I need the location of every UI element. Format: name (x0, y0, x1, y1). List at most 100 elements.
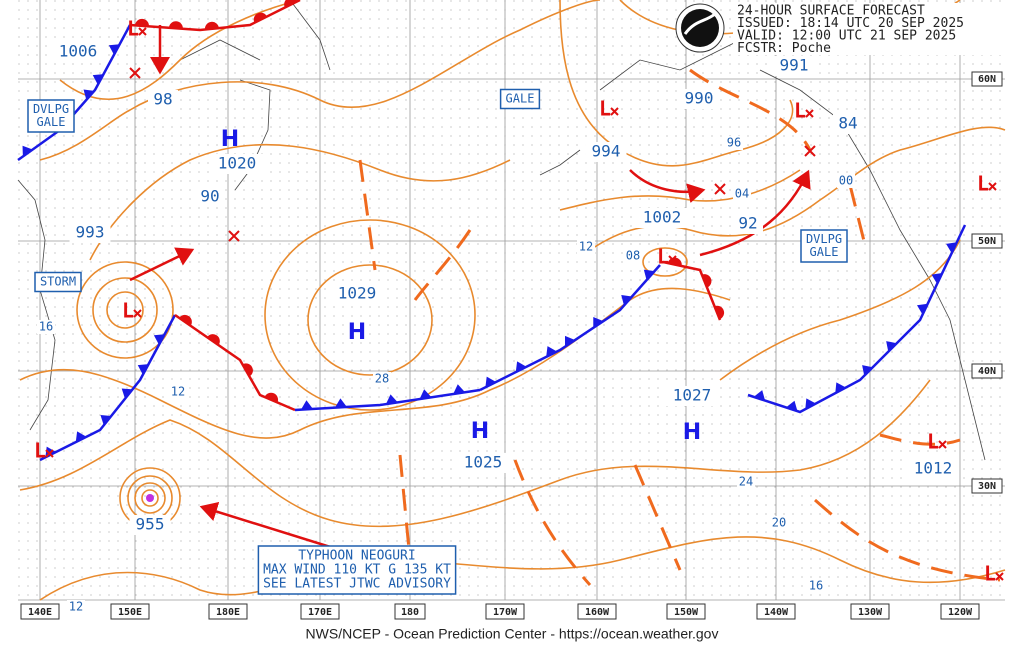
low-x (133, 309, 142, 318)
warning-text: STORM (40, 275, 76, 289)
troughs (358, 68, 1001, 586)
low-center: L (794, 99, 806, 123)
isobar-label: 12 (171, 385, 185, 399)
lat-label: 60N (978, 74, 996, 85)
lon-label-box (300, 603, 340, 620)
lat-label-box (971, 363, 1003, 379)
warm-front-barb (714, 305, 725, 320)
low-x (805, 109, 814, 118)
isobar-label: 08 (626, 249, 640, 263)
front-line (747, 224, 967, 414)
pressure-box-bg (195, 187, 225, 207)
header-line: FCSTR: Poche (737, 41, 831, 56)
typhoon-text: MAX WIND 110 KT G 135 KT (263, 563, 451, 578)
cold-front-barb (946, 242, 957, 254)
lon-label-box (756, 603, 796, 620)
pressure-box-bg (52, 42, 104, 62)
lon-label-box (666, 603, 706, 620)
high-center: H (471, 419, 489, 444)
low-center: L (34, 439, 46, 463)
cold-front-barb (385, 394, 398, 405)
warning-text: GALE (37, 115, 66, 129)
lon-label-box (485, 603, 525, 620)
arrows (129, 25, 811, 552)
cold-front-barb (862, 365, 873, 376)
lon-label: 180E (216, 607, 240, 618)
isobar-label: 04 (735, 187, 749, 201)
lon-label: 140W (764, 607, 789, 618)
cold-front-barb (485, 376, 497, 388)
header-line: VALID: 12:00 UTC 21 SEP 2025 (737, 29, 956, 44)
pressure-box-bg (211, 154, 263, 174)
lon-label: 120W (948, 607, 973, 618)
header-box (733, 3, 1003, 55)
pressure-value: 991 (780, 56, 809, 75)
lon-label-box (208, 603, 248, 620)
lon-label: 150E (118, 607, 142, 618)
low-center: L (927, 430, 939, 454)
warm-front-barb (284, 0, 298, 8)
lat-label-box (971, 233, 1003, 249)
pressure-box-bg (585, 142, 627, 162)
lat-label: 40N (978, 366, 996, 377)
cold-front-barb (334, 398, 347, 408)
lon-label: 130W (858, 607, 883, 618)
low-x (610, 107, 619, 116)
pressure-box-bg (331, 284, 383, 304)
cold-front-barb (22, 145, 33, 157)
warm-front-barb (134, 18, 149, 27)
warm-front-barb (701, 274, 712, 288)
cold-front-barb (92, 74, 104, 85)
low-x (668, 255, 677, 264)
typhoon-text: TYPHOON NEOGURI (298, 549, 415, 564)
isobar-label: 00 (839, 174, 853, 188)
pressure-value: 1002 (643, 208, 682, 227)
header-line: ISSUED: 18:14 UTC 20 SEP 2025 (737, 16, 964, 31)
isobar-label-bg (373, 372, 391, 386)
low-x (988, 182, 997, 191)
high-center: H (221, 127, 239, 152)
pressure-box-bg (636, 208, 688, 228)
low-x (995, 572, 1004, 581)
pressure-value: 994 (592, 142, 621, 161)
lon-label: 170W (493, 607, 518, 618)
low-x (938, 440, 947, 449)
warm-front-barb (179, 314, 192, 326)
lon-label-box (940, 603, 980, 620)
isobar-label-bg (737, 475, 755, 489)
warm-front-barb (168, 21, 183, 29)
cold-front-barb (931, 273, 943, 284)
cold-front-barb (453, 384, 466, 395)
lon-label-box (110, 603, 150, 620)
isobar-label-bg (37, 320, 55, 334)
x-marks (129, 67, 816, 242)
cold-front-barb (100, 415, 112, 426)
isobar-label-bg (169, 385, 187, 399)
cold-front-barb (75, 431, 87, 443)
warning-text: DVLPG (33, 102, 69, 116)
lon-label-box (394, 603, 426, 620)
typhoon-symbol (146, 494, 154, 502)
front-line (39, 314, 177, 462)
logo (675, 3, 725, 53)
isobar-label: 16 (39, 320, 53, 334)
isobar-label-bg (725, 136, 743, 150)
lat-label-box (971, 478, 1003, 494)
isobar-label: 12 (69, 600, 83, 614)
fronts (17, 0, 967, 462)
pressure-value: 90 (200, 187, 219, 206)
cold-front-barb (753, 390, 766, 401)
cold-front-barb (886, 341, 897, 352)
lon-label: 180 (401, 607, 419, 618)
warning-box (27, 99, 75, 133)
low-center: L (977, 172, 989, 196)
warning-text: GALE (810, 245, 839, 259)
warning-box (34, 271, 82, 293)
low-center: L (657, 245, 669, 269)
pressure-box-bg (666, 386, 718, 406)
typhoon-box (257, 545, 457, 595)
pressure-box-bg (733, 214, 763, 234)
isobar-label: 24 (739, 475, 753, 489)
front-line (129, 0, 301, 32)
warning-box (499, 88, 541, 110)
